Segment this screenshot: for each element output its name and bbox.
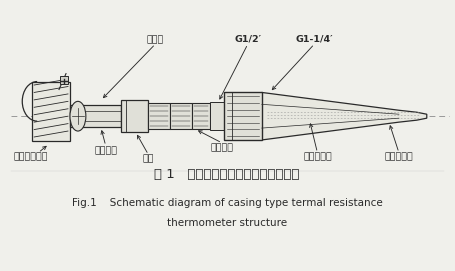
Bar bbox=[210, 102, 224, 130]
Text: 不锈钢接线盒: 不锈钢接线盒 bbox=[14, 153, 48, 162]
Text: 上保护管: 上保护管 bbox=[94, 146, 117, 155]
Polygon shape bbox=[262, 92, 427, 140]
Text: thermometer structure: thermometer structure bbox=[167, 218, 287, 228]
Bar bbox=[121, 100, 148, 132]
Text: Fig.1    Schematic diagram of casing type termal resistance: Fig.1 Schematic diagram of casing type t… bbox=[71, 198, 382, 208]
Text: G1-1/4′: G1-1/4′ bbox=[296, 35, 333, 44]
Text: 压接式: 压接式 bbox=[147, 35, 164, 44]
Bar bbox=[224, 92, 262, 140]
Bar bbox=[60, 76, 68, 83]
Bar bbox=[192, 103, 210, 129]
Bar bbox=[148, 103, 170, 129]
Text: 连接螺丝: 连接螺丝 bbox=[211, 143, 233, 152]
Bar bbox=[32, 82, 70, 141]
Text: 图 1   套管式热电阻温度计结构示意图: 图 1 套管式热电阻温度计结构示意图 bbox=[154, 167, 300, 180]
Bar bbox=[70, 105, 121, 127]
Text: G1/2′: G1/2′ bbox=[234, 35, 262, 44]
Ellipse shape bbox=[70, 101, 86, 131]
Text: 活接: 活接 bbox=[143, 155, 154, 164]
Text: 温度计套管: 温度计套管 bbox=[303, 153, 332, 162]
Text: 温度传感器: 温度传感器 bbox=[384, 153, 413, 162]
Bar bbox=[170, 103, 192, 129]
